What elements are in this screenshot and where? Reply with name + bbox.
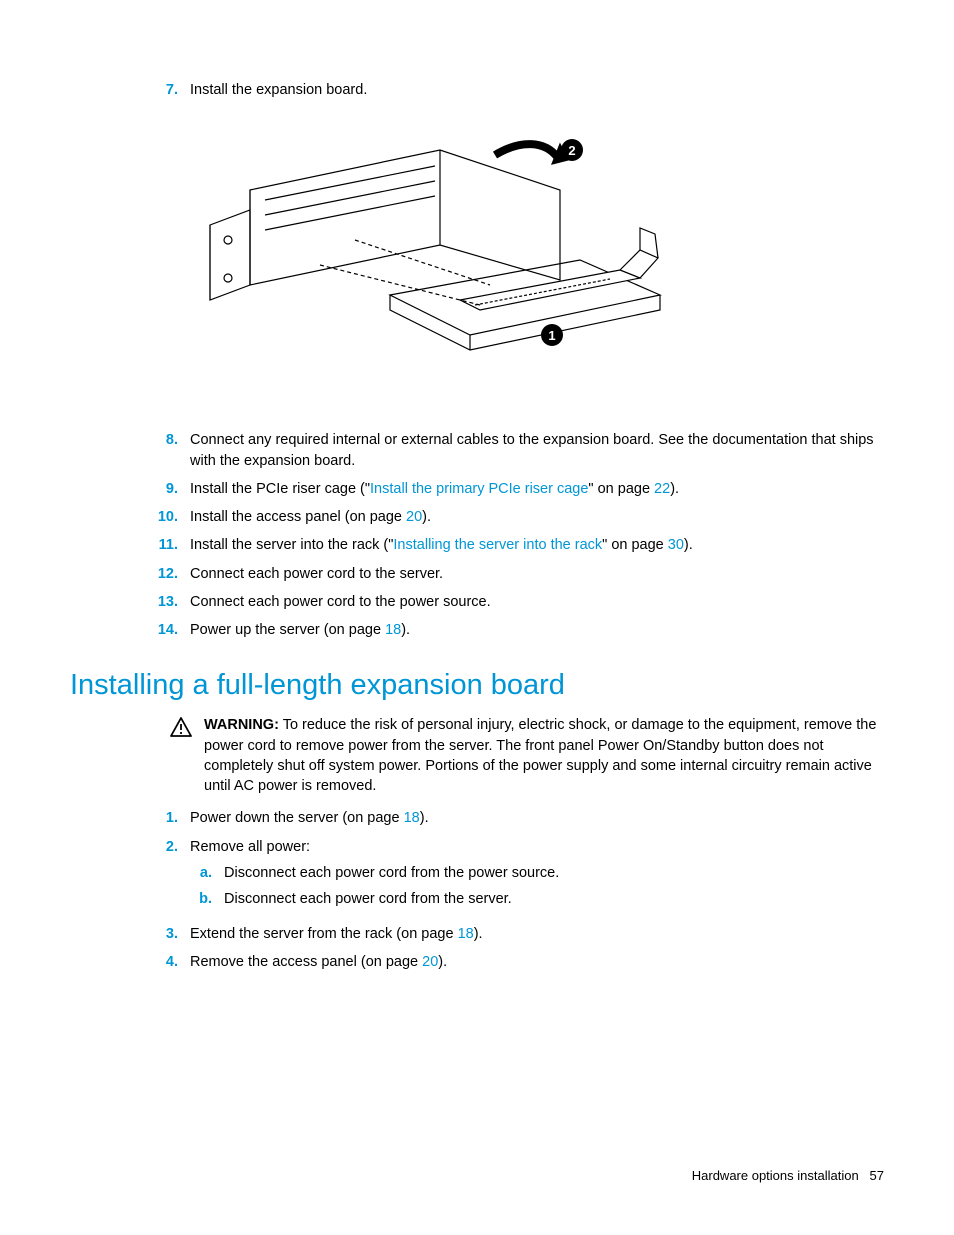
cross-reference-link[interactable]: 22 bbox=[654, 481, 670, 497]
step-item: 8.Connect any required internal or exter… bbox=[152, 430, 884, 471]
cross-reference-link[interactable]: 18 bbox=[385, 622, 401, 638]
substep-text: Disconnect each power cord from the powe… bbox=[224, 863, 559, 883]
step-number: 13. bbox=[152, 592, 190, 612]
mid-steps-list: 8.Connect any required internal or exter… bbox=[152, 430, 884, 640]
step-item: 12.Connect each power cord to the server… bbox=[152, 564, 884, 584]
warning-label: WARNING: bbox=[204, 717, 279, 733]
step-text-fragment: Power down the server (on page bbox=[190, 810, 404, 826]
step-text-fragment: ). bbox=[474, 926, 483, 942]
step-item: 1.Power down the server (on page 18). bbox=[152, 808, 884, 828]
step-text-fragment: " on page bbox=[602, 537, 668, 553]
step-text: Install the access panel (on page 20). bbox=[190, 507, 884, 527]
step-number: 7. bbox=[152, 80, 190, 100]
cross-reference-link[interactable]: Install the primary PCIe riser cage bbox=[370, 481, 588, 497]
step-text-fragment: Power up the server (on page bbox=[190, 622, 385, 638]
step-number: 12. bbox=[152, 564, 190, 584]
substep-item: a.Disconnect each power cord from the po… bbox=[190, 863, 884, 883]
step-item: 9.Install the PCIe riser cage ("Install … bbox=[152, 479, 884, 499]
step-text: Connect each power cord to the server. bbox=[190, 564, 884, 584]
step-text: Install the server into the rack ("Insta… bbox=[190, 535, 884, 555]
step-text-fragment: Install the PCIe riser cage (" bbox=[190, 481, 370, 497]
step-text-fragment: Connect any required internal or externa… bbox=[190, 432, 874, 468]
section-heading: Installing a full-length expansion board bbox=[70, 665, 884, 706]
footer-section: Hardware options installation bbox=[692, 1168, 859, 1183]
warning-text: To reduce the risk of personal injury, e… bbox=[204, 717, 876, 794]
step-text: Install the PCIe riser cage ("Install th… bbox=[190, 479, 884, 499]
cross-reference-link[interactable]: 20 bbox=[422, 954, 438, 970]
substep-text: Disconnect each power cord from the serv… bbox=[224, 889, 512, 909]
cross-reference-link[interactable]: 20 bbox=[406, 509, 422, 525]
step-text: Extend the server from the rack (on page… bbox=[190, 924, 884, 944]
step-text-fragment: ). bbox=[670, 481, 679, 497]
step-number: 3. bbox=[152, 924, 190, 944]
warning-block: WARNING: To reduce the risk of personal … bbox=[170, 715, 884, 796]
step-number: 11. bbox=[152, 535, 190, 555]
cross-reference-link[interactable]: Installing the server into the rack bbox=[393, 537, 602, 553]
step-item: 13.Connect each power cord to the power … bbox=[152, 592, 884, 612]
top-steps-list: 7.Install the expansion board. bbox=[152, 80, 884, 100]
step-item: 3.Extend the server from the rack (on pa… bbox=[152, 924, 884, 944]
cross-reference-link[interactable]: 18 bbox=[458, 926, 474, 942]
figure-callout-1: 1 bbox=[548, 328, 555, 343]
step-number: 9. bbox=[152, 479, 190, 499]
bottom-steps-list: 1.Power down the server (on page 18).2.R… bbox=[152, 808, 884, 972]
step-text-fragment: ). bbox=[401, 622, 410, 638]
step-text: Remove all power: a.Disconnect each power… bbox=[190, 837, 884, 916]
step-text: Connect any required internal or externa… bbox=[190, 430, 884, 471]
step-text-fragment: ). bbox=[438, 954, 447, 970]
step-item: 10.Install the access panel (on page 20)… bbox=[152, 507, 884, 527]
step-text: Power down the server (on page 18). bbox=[190, 808, 884, 828]
step-item: 14.Power up the server (on page 18). bbox=[152, 620, 884, 640]
step-text-fragment: ). bbox=[420, 810, 429, 826]
step-item: 2.Remove all power: a.Disconnect each pow… bbox=[152, 837, 884, 916]
expansion-board-figure: 2 1 bbox=[180, 130, 670, 390]
step-text-fragment: Install the server into the rack (" bbox=[190, 537, 393, 553]
substeps-list: a.Disconnect each power cord from the po… bbox=[190, 863, 884, 910]
step-item: 4.Remove the access panel (on page 20). bbox=[152, 952, 884, 972]
cross-reference-link[interactable]: 18 bbox=[404, 810, 420, 826]
step-number: 2. bbox=[152, 837, 190, 916]
step-text-fragment: Connect each power cord to the power sou… bbox=[190, 594, 491, 610]
step-text-fragment: Extend the server from the rack (on page bbox=[190, 926, 458, 942]
step-text-fragment: " on page bbox=[588, 481, 654, 497]
step-text: Power up the server (on page 18). bbox=[190, 620, 884, 640]
substep-number: a. bbox=[190, 863, 224, 883]
step-number: 8. bbox=[152, 430, 190, 471]
figure-callout-2: 2 bbox=[568, 143, 575, 158]
step-number: 14. bbox=[152, 620, 190, 640]
step-item: 7.Install the expansion board. bbox=[152, 80, 884, 100]
step-text-fragment: Remove all power: bbox=[190, 839, 310, 855]
step-text-fragment: ). bbox=[422, 509, 431, 525]
step-text: Remove the access panel (on page 20). bbox=[190, 952, 884, 972]
step-text-fragment: Remove the access panel (on page bbox=[190, 954, 422, 970]
footer-page: 57 bbox=[870, 1168, 884, 1183]
step-text: Connect each power cord to the power sou… bbox=[190, 592, 884, 612]
warning-icon bbox=[170, 715, 204, 796]
cross-reference-link[interactable]: 30 bbox=[668, 537, 684, 553]
substep-number: b. bbox=[190, 889, 224, 909]
step-text-fragment: Connect each power cord to the server. bbox=[190, 566, 443, 582]
step-text-fragment: ). bbox=[684, 537, 693, 553]
substep-item: b.Disconnect each power cord from the se… bbox=[190, 889, 884, 909]
step-number: 4. bbox=[152, 952, 190, 972]
step-number: 10. bbox=[152, 507, 190, 527]
step-text: Install the expansion board. bbox=[190, 80, 884, 100]
step-item: 11.Install the server into the rack ("In… bbox=[152, 535, 884, 555]
step-text-fragment: Install the access panel (on page bbox=[190, 509, 406, 525]
step-number: 1. bbox=[152, 808, 190, 828]
page-footer: Hardware options installation 57 bbox=[692, 1167, 884, 1185]
